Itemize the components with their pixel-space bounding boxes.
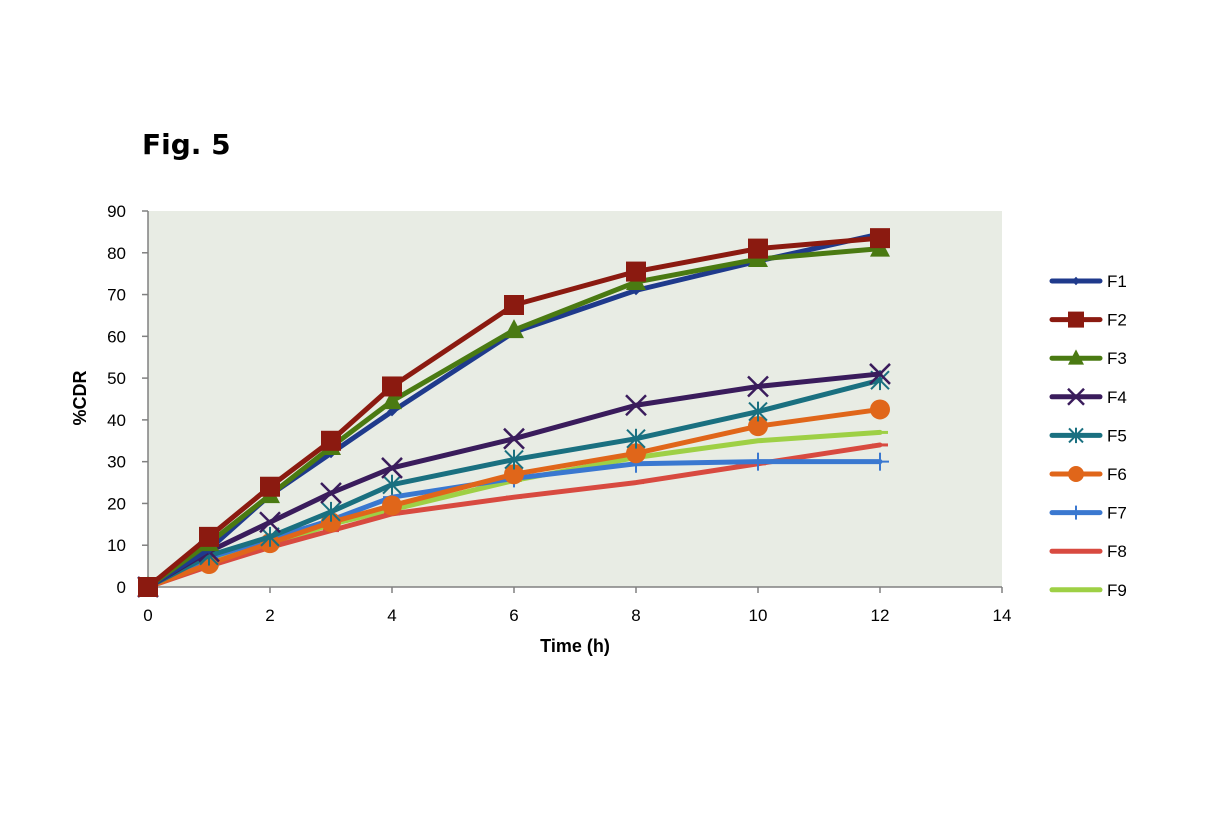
data-point <box>382 474 402 495</box>
data-point <box>870 228 890 249</box>
data-point <box>748 416 768 437</box>
data-point <box>260 476 280 497</box>
data-point <box>504 464 524 485</box>
legend-label: F8 <box>1107 542 1127 561</box>
y-tick-label: 30 <box>107 453 126 472</box>
data-point <box>749 452 767 471</box>
y-tick-label: 60 <box>107 327 126 346</box>
y-tick-label: 90 <box>107 202 126 221</box>
data-point <box>382 495 402 516</box>
data-point <box>748 401 768 422</box>
data-point <box>1068 349 1084 365</box>
data-point <box>321 430 341 451</box>
data-point <box>381 457 403 479</box>
data-point <box>1068 311 1084 328</box>
x-tick-label: 8 <box>631 606 640 625</box>
data-point <box>1068 427 1084 444</box>
data-point <box>138 577 158 597</box>
data-point <box>626 443 646 464</box>
x-axis-title: Time (h) <box>540 636 610 656</box>
y-tick-label: 40 <box>107 411 126 430</box>
data-point <box>1067 387 1085 406</box>
data-point <box>320 482 342 504</box>
legend-item-f9: F9 <box>1049 581 1127 600</box>
legend: F1 F2 F3 F4 F5 F6 F7 F8 F9 <box>1049 272 1127 600</box>
legend-item-f1: F1 <box>1049 272 1127 291</box>
x-tick-label: 4 <box>387 606 396 625</box>
data-point <box>260 526 280 547</box>
data-point <box>869 363 891 385</box>
axes <box>142 210 1003 593</box>
data-point <box>504 449 524 470</box>
legend-item-f8: F8 <box>1049 542 1127 561</box>
legend-label: F2 <box>1107 311 1127 330</box>
y-tick-label: 80 <box>107 244 126 263</box>
y-axis-title: %CDR <box>70 370 90 425</box>
figure-title: Fig. 5 <box>142 128 231 161</box>
data-point <box>259 511 281 534</box>
x-tick-label: 10 <box>749 606 768 625</box>
legend-item-f5: F5 <box>1049 426 1127 445</box>
data-point <box>625 394 647 417</box>
data-point <box>1069 505 1083 520</box>
x-tick-label: 14 <box>993 606 1012 625</box>
series-f2 <box>138 228 890 597</box>
data-point <box>387 406 397 417</box>
data-point <box>199 526 219 547</box>
data-point <box>1068 466 1084 482</box>
y-tick-label: 0 <box>117 578 126 597</box>
plot-area <box>148 211 1002 587</box>
y-tick-label: 20 <box>107 494 126 513</box>
x-tick-label: 2 <box>265 606 274 625</box>
data-point <box>504 319 524 339</box>
y-tick-labels: 0 10 20 30 40 50 60 70 80 90 <box>107 202 126 597</box>
x-tick-label: 12 <box>871 606 890 625</box>
data-point <box>504 295 524 315</box>
legend-item-f3: F3 <box>1049 349 1127 368</box>
data-point <box>382 390 402 410</box>
data-point <box>870 399 890 420</box>
x-tick-label: 0 <box>143 606 152 625</box>
legend-item-f4: F4 <box>1049 387 1127 407</box>
data-point <box>1071 276 1081 286</box>
legend-label: F9 <box>1107 581 1127 600</box>
data-point <box>626 428 646 449</box>
data-point <box>382 376 402 397</box>
x-tick-labels: 0 2 4 6 8 10 12 14 <box>143 606 1011 625</box>
legend-label: F1 <box>1107 272 1127 291</box>
data-point <box>748 238 768 259</box>
legend-label: F6 <box>1107 465 1127 484</box>
legend-label: F7 <box>1107 504 1127 523</box>
data-point <box>747 375 769 398</box>
legend-label: F3 <box>1107 349 1127 368</box>
legend-label: F4 <box>1107 388 1127 407</box>
legend-item-f7: F7 <box>1049 504 1127 523</box>
data-point <box>871 452 889 471</box>
legend-item-f2: F2 <box>1049 311 1127 330</box>
y-tick-label: 50 <box>107 369 126 388</box>
x-tick-label: 6 <box>509 606 518 625</box>
data-point <box>321 501 341 522</box>
y-tick-label: 70 <box>107 286 126 305</box>
data-point <box>503 427 525 450</box>
legend-label: F5 <box>1107 426 1127 445</box>
series-layer <box>137 228 891 598</box>
legend-item-f6: F6 <box>1049 465 1127 484</box>
y-tick-label: 10 <box>107 536 126 555</box>
data-point <box>626 261 646 282</box>
